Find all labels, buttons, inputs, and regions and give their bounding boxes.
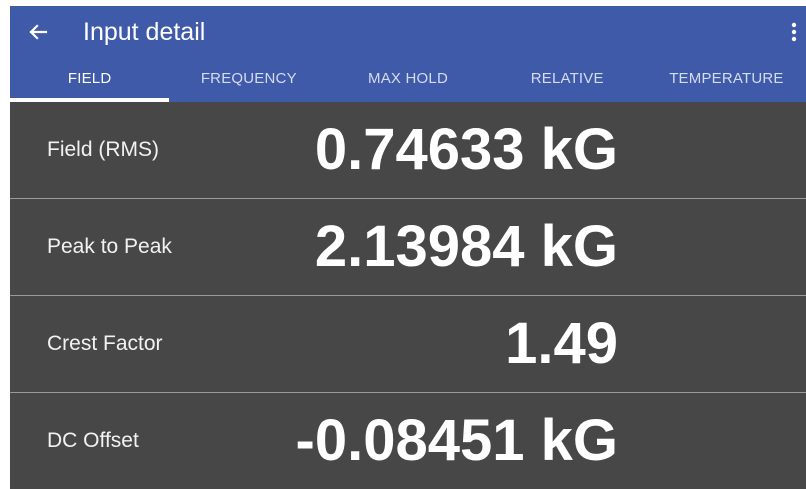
reading-row: Crest Factor 1.49 [10, 296, 806, 393]
overflow-menu[interactable] [786, 19, 802, 45]
reading-value: 1.49 [505, 311, 618, 376]
tab[interactable]: FREQUENCY [200, 70, 297, 87]
reading-label: Peak to Peak [47, 235, 172, 258]
tab[interactable]: TEMPERATURE [669, 70, 784, 87]
reading-label: Crest Factor [47, 332, 163, 355]
reading-label: Field (RMS) [47, 138, 160, 161]
app: Input detail FIELD FREQUENCY MAX HOLD RELAT… [10, 6, 806, 489]
tab-bar: FIELD FREQUENCY MAX HOLD RELATIVE TEMPERATUR… [10, 58, 806, 102]
reading-row: Peak to Peak 2.13984 kG [10, 199, 806, 296]
reading-row: DC Offset -0.08451 kG [10, 393, 806, 489]
readings: Field (RMS) 0.74633 kG Peak to Peak 2.13984… [10, 102, 806, 489]
app-bar: Input detail FIELD FREQUENCY MAX HOLD RELAT… [10, 6, 806, 102]
reading-value: 0.74633 kG [314, 117, 618, 182]
tab[interactable]: FIELD [10, 58, 170, 102]
tab[interactable]: RELATIVE [530, 70, 604, 87]
back-button[interactable] [24, 18, 52, 46]
tab[interactable]: MAX HOLD [368, 70, 448, 87]
title: Input detail [83, 18, 206, 46]
reading-row: Field (RMS) 0.74633 kG [10, 102, 806, 199]
reading-value: 2.13984 kG [314, 214, 618, 279]
reading-label: DC Offset [47, 429, 139, 452]
reading-value: -0.08451 kG [295, 408, 618, 473]
